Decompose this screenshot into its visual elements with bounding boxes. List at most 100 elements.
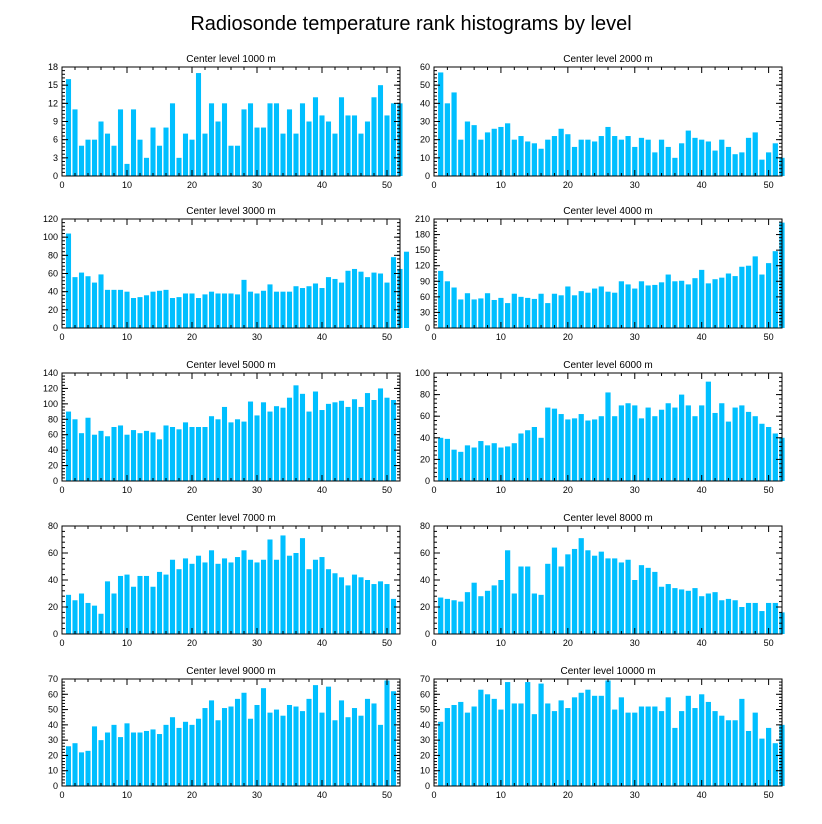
histogram-bar	[478, 689, 484, 786]
histogram-bar	[719, 403, 725, 481]
histogram-bar	[605, 392, 611, 481]
x-tick-label: 40	[317, 485, 327, 495]
histogram-bar	[384, 680, 390, 786]
y-tick-label: 210	[415, 214, 430, 224]
histogram-bar	[176, 297, 182, 328]
histogram-bar	[491, 443, 497, 481]
histogram-bar	[444, 598, 450, 634]
histogram-bar	[752, 132, 758, 176]
histogram-bar	[464, 445, 471, 481]
y-tick-label: 120	[415, 261, 430, 271]
y-tick-label: 80	[420, 390, 430, 400]
histogram-bar	[719, 715, 725, 786]
histogram-bar	[732, 407, 738, 481]
histogram-bar	[189, 563, 195, 634]
histogram-bar	[150, 127, 156, 176]
histogram-bar	[280, 535, 286, 634]
histogram-bar	[377, 85, 384, 176]
histogram-bar	[319, 288, 325, 328]
histogram-bar	[260, 688, 267, 786]
histogram-bar	[538, 437, 544, 481]
histogram-bar	[759, 159, 765, 176]
x-tick-label: 50	[382, 180, 392, 190]
histogram-bar	[338, 577, 345, 634]
histogram-bar	[605, 558, 611, 634]
y-tick-label: 0	[425, 781, 430, 791]
histogram-bar	[345, 115, 351, 176]
histogram-bar	[241, 692, 247, 786]
histogram-bar	[498, 580, 504, 634]
histogram-bar	[351, 268, 358, 328]
y-tick-label: 0	[53, 781, 58, 791]
histogram-bar	[137, 575, 143, 634]
histogram-bar	[525, 566, 531, 634]
y-tick-label: 100	[415, 368, 430, 378]
histogram-bar	[471, 299, 477, 328]
histogram-bar	[679, 143, 685, 176]
histogram-bar	[478, 139, 484, 176]
y-tick-label: 10	[48, 766, 58, 776]
histogram-bar	[377, 724, 384, 786]
y-tick-label: 60	[420, 689, 430, 699]
histogram-bar	[565, 708, 571, 786]
histogram-bar	[319, 557, 325, 634]
histogram-bar	[705, 701, 711, 786]
histogram-bar	[234, 698, 241, 786]
histogram-bar	[685, 284, 691, 328]
y-tick-label: 40	[48, 575, 58, 585]
histogram-bar	[195, 298, 202, 328]
histogram-bar	[745, 265, 752, 328]
histogram-bar	[65, 746, 72, 786]
histogram-bar	[358, 133, 364, 176]
histogram-bar	[364, 277, 371, 328]
histogram-bar	[150, 586, 156, 634]
x-tick-label: 40	[697, 790, 707, 800]
histogram-bar	[182, 293, 189, 328]
histogram-bar	[332, 573, 338, 634]
histogram-bar	[169, 103, 176, 176]
histogram-bar	[280, 133, 286, 176]
histogram-bar	[618, 405, 624, 481]
histogram-bar	[299, 538, 306, 634]
histogram-bar	[451, 92, 457, 176]
histogram-bar	[511, 593, 517, 634]
histogram-bar	[306, 569, 312, 634]
histogram-bar	[592, 141, 598, 176]
histogram-bar	[705, 141, 711, 176]
y-tick-label: 10	[420, 766, 430, 776]
histogram-bar	[612, 558, 618, 634]
histogram-bar	[260, 127, 267, 176]
histogram-bar	[260, 402, 267, 481]
histogram-bar	[625, 712, 631, 786]
y-tick-label: 6	[53, 135, 58, 145]
histogram-bar	[182, 422, 189, 481]
histogram-bar	[679, 589, 685, 634]
histogram-bar	[719, 277, 725, 328]
histogram-bar	[124, 163, 130, 176]
histogram-bar	[384, 282, 390, 328]
y-tick-label: 40	[420, 433, 430, 443]
histogram-bar	[438, 721, 444, 786]
histogram-bar	[280, 715, 286, 786]
histogram-bar	[612, 292, 618, 328]
histogram-bar	[189, 139, 195, 176]
histogram-bar	[111, 145, 117, 176]
histogram-bar	[745, 137, 752, 176]
histogram-bar	[565, 554, 571, 634]
histogram-bar	[208, 416, 215, 481]
panel-title: Center level 3000 m	[186, 206, 276, 217]
histogram-bar	[390, 691, 397, 786]
histogram-bar	[117, 289, 124, 328]
y-tick-label: 50	[48, 705, 58, 715]
histogram-bar	[658, 586, 665, 634]
histogram-bar	[632, 405, 638, 481]
histogram-panel: Center level 4000 m 0 10 20 30 40 50 0 30 60 90 120…	[415, 206, 785, 342]
histogram-bar	[351, 574, 358, 634]
histogram-bar	[531, 593, 537, 634]
histogram-bar	[299, 711, 306, 786]
y-tick-label: 40	[48, 720, 58, 730]
y-tick-label: 20	[420, 602, 430, 612]
histogram-bar	[739, 266, 745, 328]
histogram-bar	[221, 406, 228, 481]
histogram-bar	[208, 700, 215, 786]
